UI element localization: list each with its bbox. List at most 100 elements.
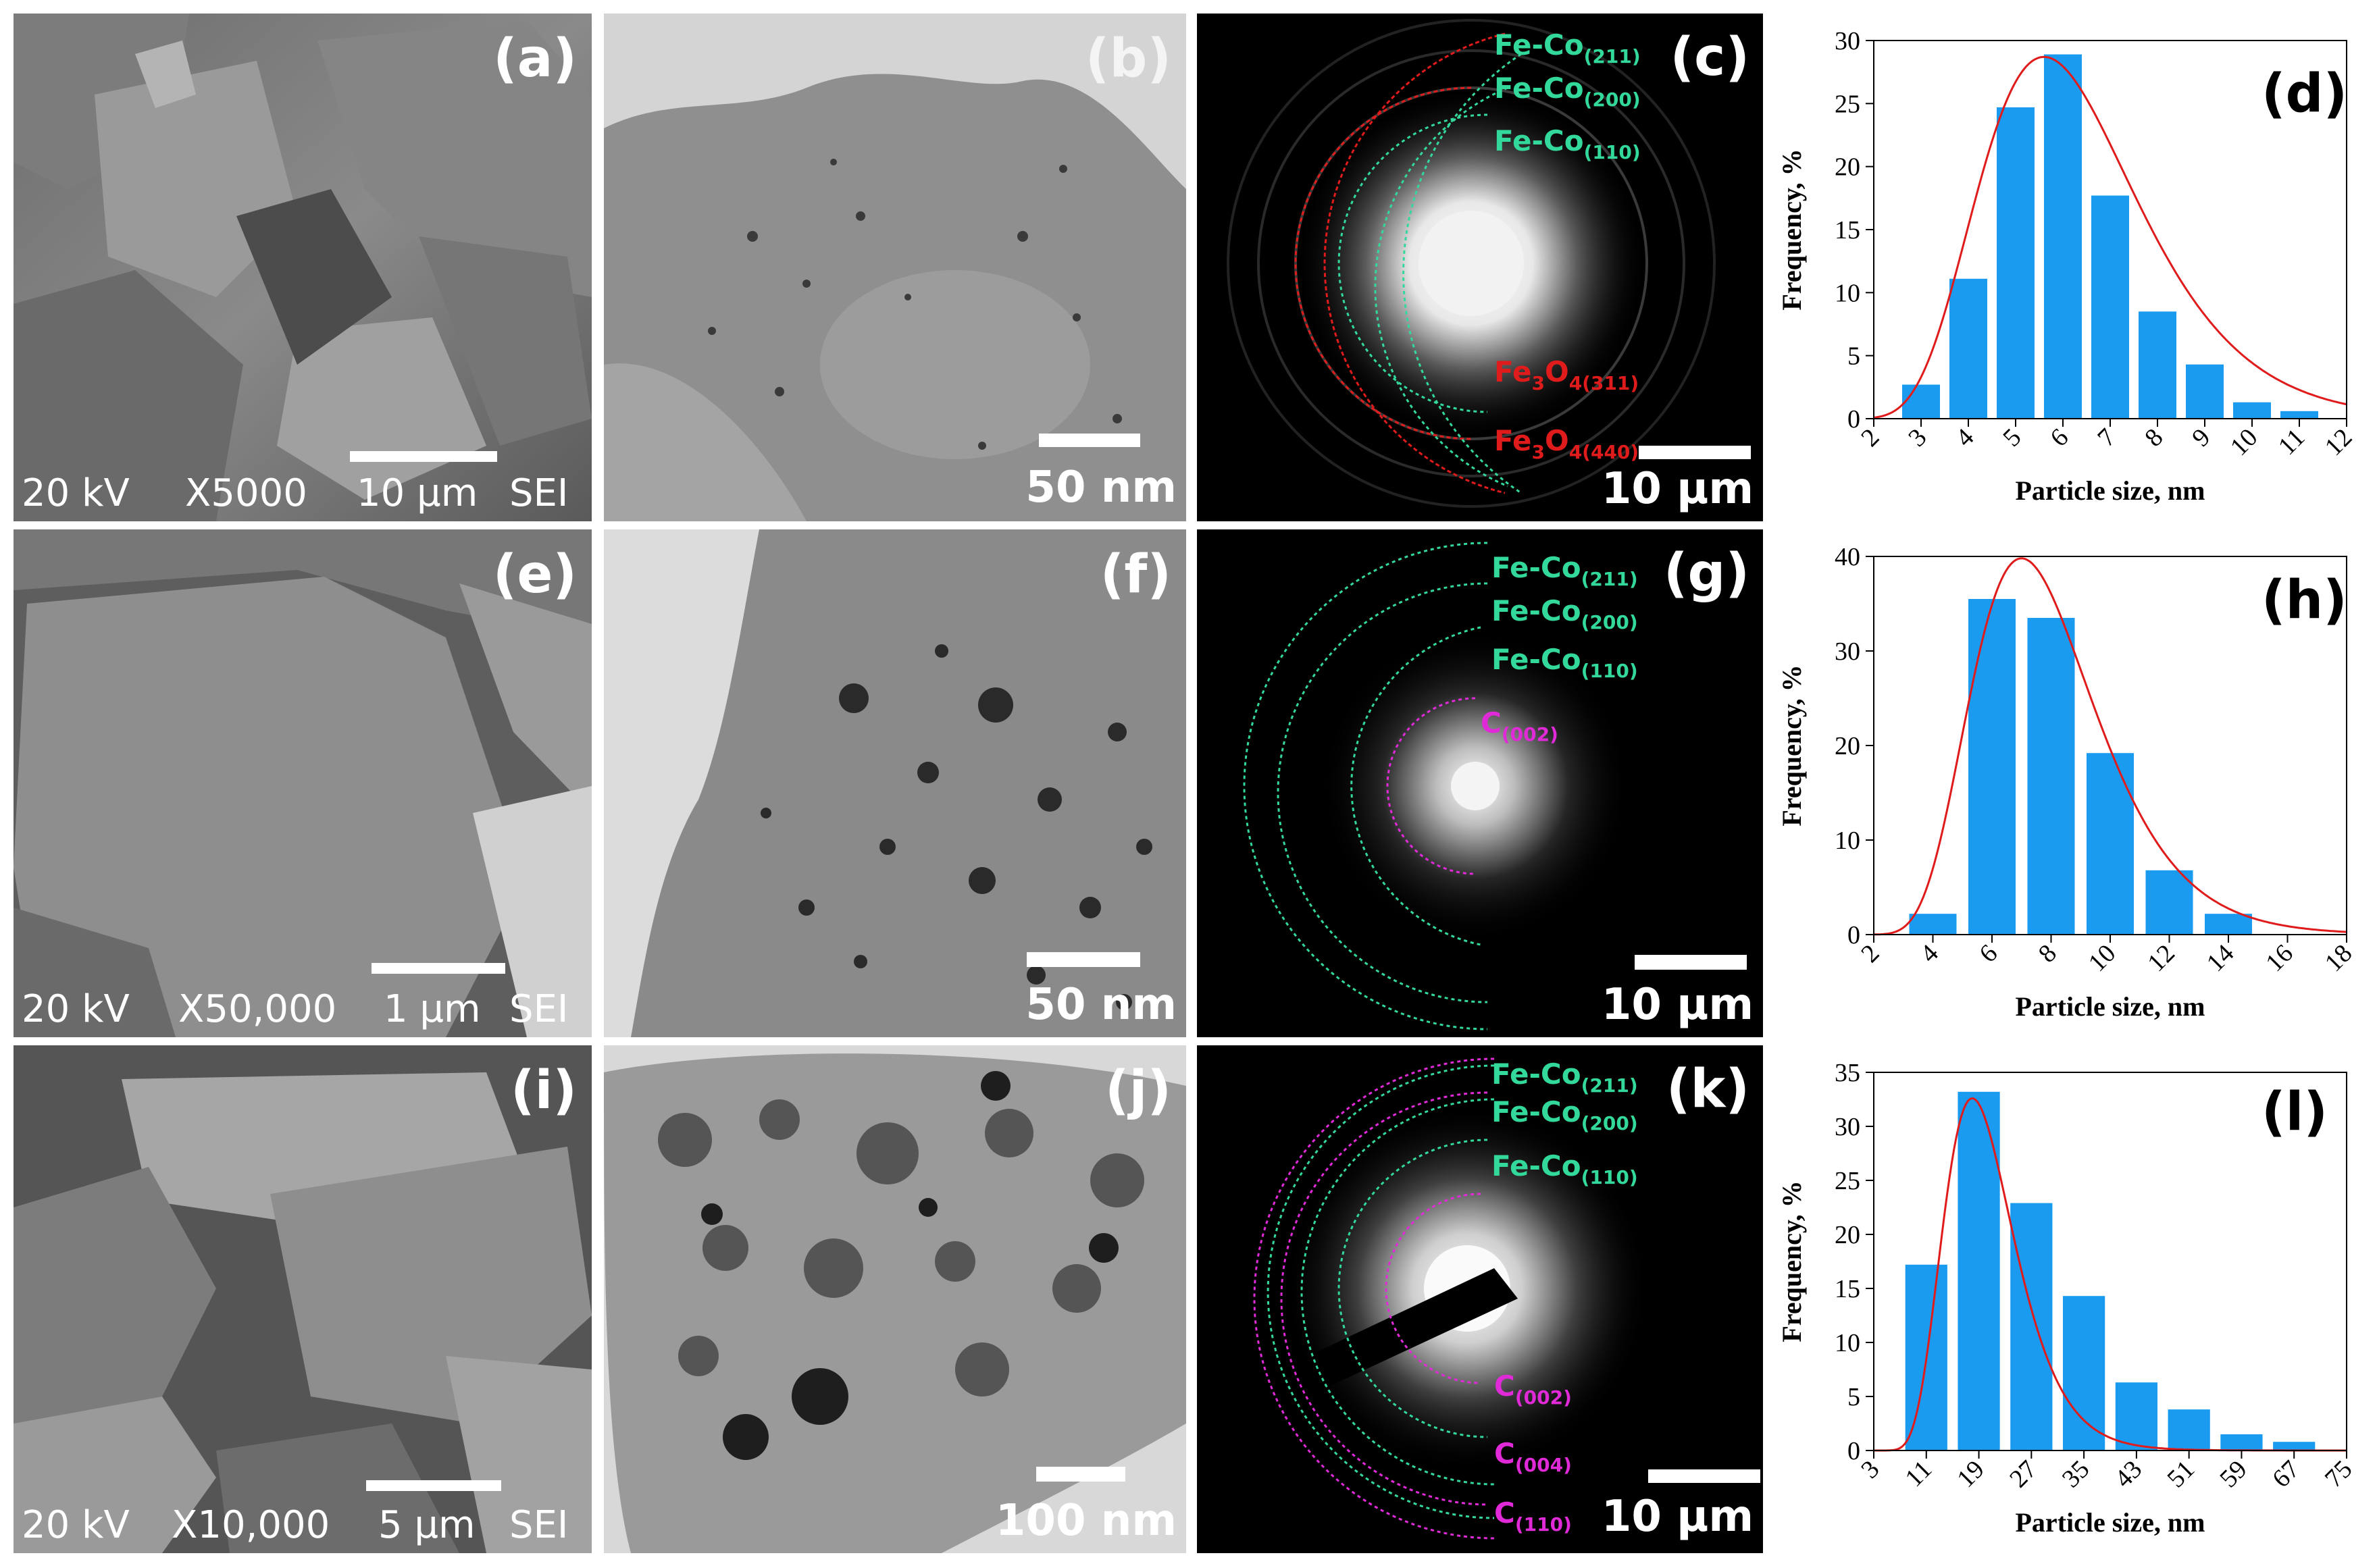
panel-label: (l) [2261,1082,2328,1143]
x-axis-label: Particle size, nm [2016,475,2205,506]
sem-voltage: 20 kV [22,471,130,515]
scale-bar [366,1480,501,1491]
sem-voltage: 20 kV [22,1503,130,1547]
y-tick-label: 10 [1835,1329,1860,1357]
scale-text: 50 nm [1025,980,1177,1030]
saed-pattern-c: (c) Fe-Co(211) Fe-Co(200) Fe-Co(110) Fe3… [1197,14,1763,521]
x-tick-label: 35 [2057,1455,2095,1494]
ring-label-fe-co-110: Fe-Co(110) [1491,1149,1638,1188]
saed-pattern-k: (k) Fe-Co(211) Fe-Co(200) Fe-Co(110) C(0… [1197,1045,1763,1553]
histogram-h: 0 10 20 30 40 2 4 6 8 10 12 14 16 18 Particle size, nm… [1772,529,2367,1037]
scale-text: 100 nm [995,1496,1177,1546]
x-tick-label: 51 [2162,1455,2200,1494]
fit-curve [1873,557,2347,936]
panel-label: (c) [1670,27,1749,88]
x-axis-label: Particle size, nm [2016,1507,2205,1538]
histogram-bar [2220,1434,2263,1451]
histogram-bar [2063,1296,2105,1451]
histogram-bar [2044,54,2082,419]
ring-label-fe3o4-311: Fe3O4(311) [1494,355,1639,394]
y-tick-label: 0 [1847,921,1860,949]
y-tick-label: 0 [1847,405,1860,434]
tem-texture-b [604,74,1186,521]
scale-text: 50 nm [1025,463,1177,513]
panel-label: (k) [1666,1059,1749,1120]
y-axis-label: Frequency, % [1777,1180,1807,1342]
x-tick-label: 59 [2214,1455,2253,1494]
y-tick-label: 25 [1835,90,1860,118]
x-tick-label: 10 [2225,423,2264,462]
tem-texture-j [604,1053,1186,1553]
x-tick-label: 10 [2083,939,2122,978]
histogram-bar [1958,1091,2000,1451]
y-tick-label: 40 [1835,543,1860,571]
y-tick-label: 20 [1835,153,1860,182]
x-tick-label: 8 [2139,423,2168,452]
sem-magnification: X50,000 [178,987,337,1031]
x-tick-label: 12 [2320,423,2358,462]
y-tick-label: 30 [1835,1113,1860,1141]
ring-label-c-110: C(110) [1494,1496,1572,1536]
x-tick-label: 43 [2110,1455,2148,1494]
histogram-bar [1949,278,1987,419]
sem-image-i: (i) 20 kV X10,000 5 μm SEI [14,1045,592,1553]
saed-pattern-g: (g) Fe-Co(211) Fe-Co(200) Fe-Co(110) C(0… [1197,529,1763,1037]
scale-text: 10 μm [1601,980,1754,1030]
panel-label: (g) [1663,543,1749,604]
scale-bar [1036,1467,1125,1482]
saed-rings-c [1227,19,1716,508]
sem-scale-text: 10 μm [357,471,478,515]
ring-label-fe-co-211: Fe-Co(211) [1491,551,1638,590]
x-tick-label: 14 [2201,939,2240,978]
histogram-bar [2010,1203,2053,1451]
scale-text: 10 μm [1601,1492,1754,1542]
y-tick-label: 20 [1835,732,1860,760]
histogram-bar [2145,870,2193,935]
ring-label-fe3o4-440: Fe3O4(440) [1494,424,1639,463]
x-tick-label: 18 [2320,939,2358,978]
x-tick-label: 27 [2004,1455,2043,1494]
x-tick-label: 12 [2142,939,2180,978]
saed-rings-g [1243,542,1631,1030]
histogram-bar [1968,599,2016,935]
histogram-bar [2168,1409,2210,1451]
panel-label: (e) [492,544,577,605]
sem-image-a: (a) 20 kV X5000 10 μm SEI [14,14,592,521]
histogram-bar [2186,364,2224,419]
x-tick-label: 19 [1951,1455,1990,1494]
plot-frame [1873,1072,2347,1451]
y-tick-label: 30 [1835,27,1860,55]
panel-label: (d) [2261,63,2348,124]
chart-svg-l: 0 5 10 15 20 25 30 35 3 11 19 27 35 43 51 59 67 75 Particl… [1777,1059,2357,1538]
histogram-d: 0 5 10 15 20 25 30 2 3 4 5 6 7 8 9 10 11 12 Particle size,… [1772,14,2367,521]
ring-label-c-004: C(004) [1494,1437,1572,1476]
ring-label-fe-co-110: Fe-Co(110) [1491,643,1638,682]
tem-texture-f [631,529,1186,1037]
x-tick-label: 11 [1900,1455,1938,1493]
x-tick-label: 2 [1856,423,1885,452]
histogram-bar [2027,618,2075,935]
fit-curve [1873,55,2347,419]
y-axis-label: Frequency, % [1777,149,1807,310]
x-tick-label: 6 [1974,939,2003,968]
sem-mode: SEI [509,471,569,515]
scale-bar [1039,434,1140,447]
y-tick-label: 10 [1835,827,1860,855]
histogram-bar [2115,1382,2157,1451]
sem-magnification: X5000 [185,471,307,515]
panel-label: (f) [1100,544,1171,605]
x-tick-label: 11 [2273,423,2311,461]
x-tick-label: 4 [1915,939,1944,968]
sem-voltage: 20 kV [22,987,130,1031]
histogram-bar [1997,107,2035,419]
histogram-bar [2273,1442,2316,1451]
x-tick-label: 7 [2092,423,2121,452]
ring-label-fe-co-211: Fe-Co(211) [1491,1057,1638,1097]
ring-label-fe-co-200: Fe-Co(200) [1491,594,1638,633]
scale-text: 10 μm [1601,464,1754,514]
sem-texture-a [14,14,592,521]
sem-scale-text: 5 μm [378,1503,476,1547]
histogram-bar [2205,914,2252,935]
y-tick-label: 10 [1835,279,1860,307]
